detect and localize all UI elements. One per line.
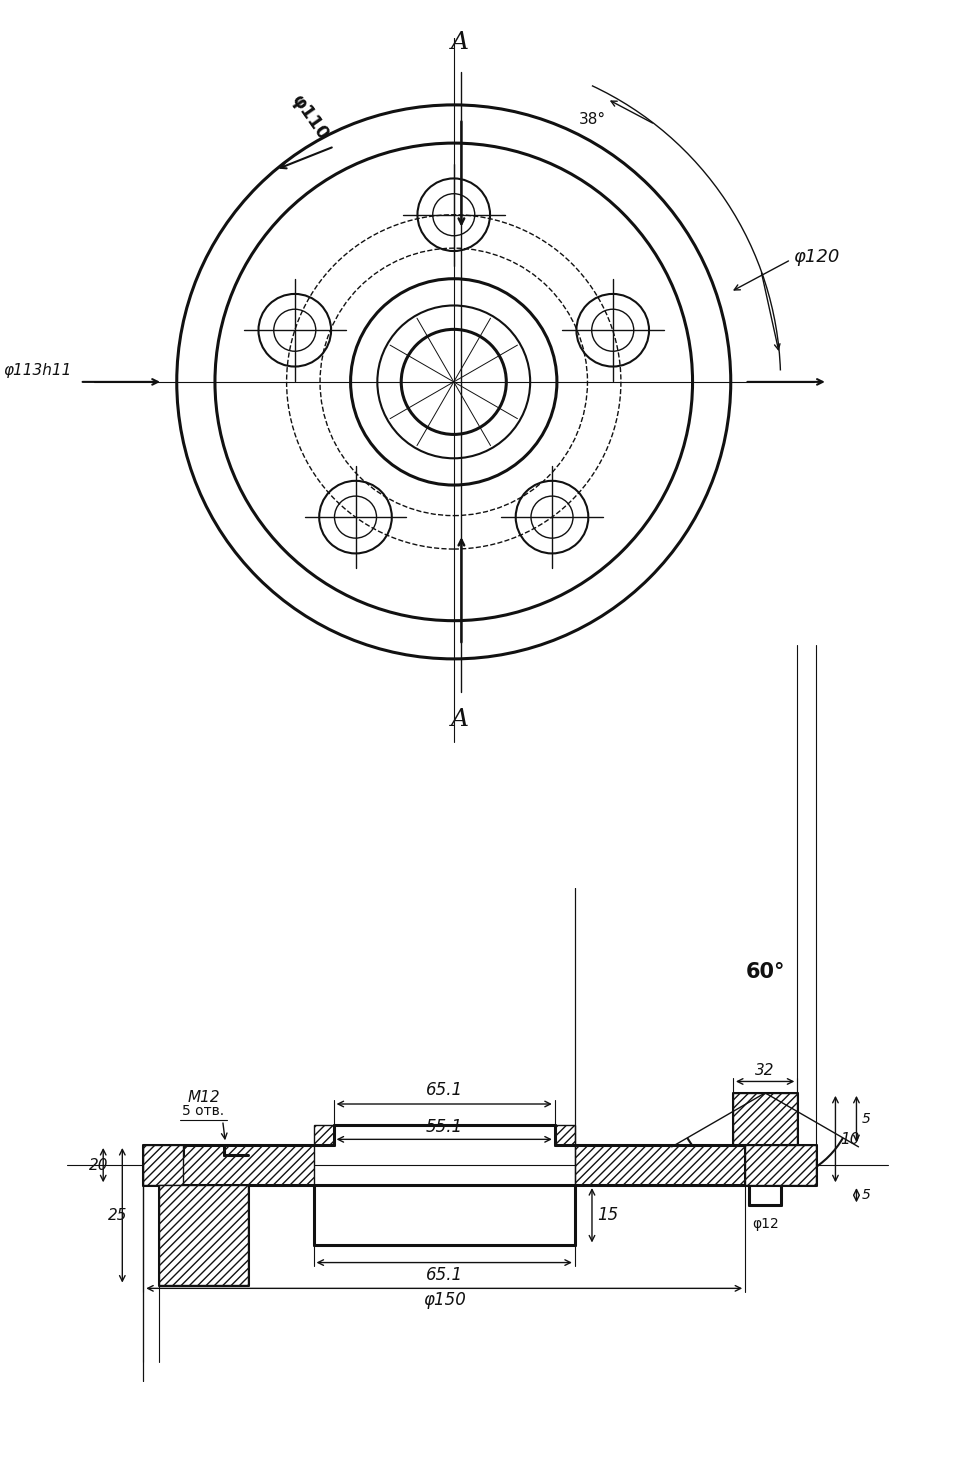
Text: φ113h11: φ113h11: [3, 362, 71, 378]
Text: 5: 5: [861, 1188, 870, 1203]
Text: 60°: 60°: [745, 962, 785, 981]
Text: φ120: φ120: [793, 248, 839, 266]
Text: 38°: 38°: [579, 111, 606, 128]
Text: φ150: φ150: [422, 1291, 466, 1310]
Polygon shape: [733, 1093, 797, 1146]
Polygon shape: [143, 1146, 314, 1185]
Polygon shape: [158, 1185, 249, 1285]
Polygon shape: [555, 1125, 575, 1146]
Text: A: A: [450, 709, 468, 731]
Text: 20: 20: [88, 1157, 108, 1172]
Text: A: A: [450, 31, 468, 54]
Text: 5: 5: [861, 1112, 870, 1127]
Text: 5 отв.: 5 отв.: [182, 1105, 225, 1118]
Text: 25: 25: [108, 1207, 127, 1223]
Polygon shape: [575, 1146, 745, 1185]
Polygon shape: [143, 1146, 183, 1185]
Text: 32: 32: [756, 1062, 775, 1078]
Text: 10: 10: [840, 1131, 860, 1147]
Polygon shape: [314, 1185, 575, 1245]
Text: 65.1: 65.1: [425, 1081, 463, 1099]
Text: 55.1: 55.1: [425, 1118, 463, 1135]
Text: M12: M12: [187, 1090, 220, 1105]
Polygon shape: [314, 1125, 334, 1146]
Text: φ12: φ12: [752, 1216, 779, 1231]
Polygon shape: [745, 1146, 816, 1185]
Text: 65.1: 65.1: [425, 1266, 463, 1284]
Text: 15: 15: [597, 1206, 618, 1225]
Text: φ110: φ110: [288, 91, 332, 144]
